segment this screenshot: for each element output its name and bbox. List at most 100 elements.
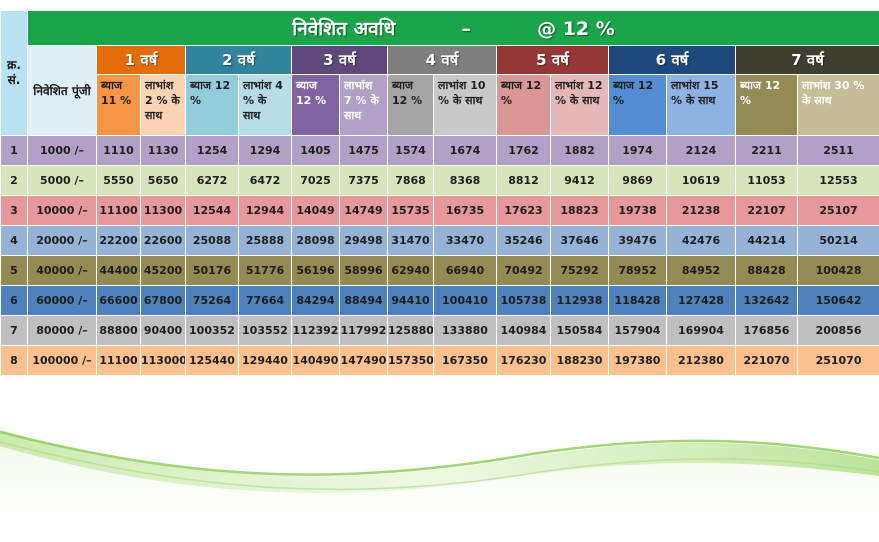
year-header-1: 1 वर्ष bbox=[96, 45, 186, 75]
invested-capital-header: निवेशित पूंजी bbox=[27, 45, 97, 136]
value-cell: 200856 bbox=[796, 315, 879, 346]
serial-number-cell: 5 bbox=[0, 255, 28, 286]
value-cell: 19738 bbox=[608, 195, 667, 226]
invested-capital-cell: 1000 /– bbox=[27, 135, 97, 166]
value-cell: 129440 bbox=[238, 345, 292, 376]
value-cell: 221070 bbox=[735, 345, 798, 376]
value-cell: 10619 bbox=[666, 165, 736, 196]
value-cell: 1405 bbox=[291, 135, 340, 166]
value-cell: 6472 bbox=[238, 165, 292, 196]
value-cell: 100428 bbox=[796, 255, 879, 286]
rate-header-row: ब्याज 11 % लाभांश 2 % के साथ ब्याज 12 % लाभ… bbox=[1, 74, 879, 136]
table-row: 3 10000 /– 11100 11300 12544 12944 14049 14749 1… bbox=[0, 195, 879, 226]
value-cell: 5650 bbox=[140, 165, 186, 196]
value-cell: 25888 bbox=[238, 225, 292, 256]
value-cell: 16735 bbox=[433, 195, 497, 226]
value-cell: 88428 bbox=[735, 255, 798, 286]
dividend-header-5: लाभांश 12 % के साथ bbox=[550, 74, 609, 136]
table-body: 1 1000 /– 1110 1130 1254 1294 1405 1475 1574 1674… bbox=[0, 135, 879, 376]
value-cell: 84294 bbox=[291, 285, 340, 316]
value-cell: 140984 bbox=[496, 315, 551, 346]
value-cell: 1762 bbox=[496, 135, 551, 166]
value-cell: 140490 bbox=[291, 345, 340, 376]
value-cell: 125440 bbox=[185, 345, 239, 376]
value-cell: 100410 bbox=[433, 285, 497, 316]
value-cell: 78952 bbox=[608, 255, 667, 286]
invested-capital-cell: 5000 /– bbox=[27, 165, 97, 196]
value-cell: 39476 bbox=[608, 225, 667, 256]
value-cell: 105738 bbox=[496, 285, 551, 316]
value-cell: 112392 bbox=[291, 315, 340, 346]
value-cell: 37646 bbox=[550, 225, 609, 256]
value-cell: 133880 bbox=[433, 315, 497, 346]
value-cell: 7025 bbox=[291, 165, 340, 196]
table-title: निवेशित अवधि – @ 12 % bbox=[26, 10, 879, 46]
year-header-6: 6 वर्ष bbox=[608, 45, 736, 75]
value-cell: 66600 bbox=[96, 285, 141, 316]
value-cell: 9412 bbox=[550, 165, 609, 196]
value-cell: 212380 bbox=[666, 345, 736, 376]
value-cell: 22200 bbox=[96, 225, 141, 256]
invested-capital-cell: 100000 /– bbox=[27, 345, 97, 376]
value-cell: 112938 bbox=[550, 285, 609, 316]
value-cell: 188230 bbox=[550, 345, 609, 376]
table-row: 8 100000 /– 11100 113000 125440 129440 140490 1… bbox=[0, 345, 879, 376]
value-cell: 7868 bbox=[387, 165, 434, 196]
invested-capital-cell: 80000 /– bbox=[27, 315, 97, 346]
table-row: 1 1000 /– 1110 1130 1254 1294 1405 1475 1574 1674… bbox=[0, 135, 879, 166]
value-cell: 7375 bbox=[339, 165, 388, 196]
value-cell: 2211 bbox=[735, 135, 798, 166]
value-cell: 50214 bbox=[796, 225, 879, 256]
value-cell: 70492 bbox=[496, 255, 551, 286]
value-cell: 125880 bbox=[387, 315, 434, 346]
interest-rate-header-7: ब्याज 12 % bbox=[735, 74, 798, 136]
value-cell: 147490 bbox=[339, 345, 388, 376]
value-cell: 15735 bbox=[387, 195, 434, 226]
year-header-4: 4 वर्ष bbox=[387, 45, 497, 75]
value-cell: 157350 bbox=[387, 345, 434, 376]
year-header-2: 2 वर्ष bbox=[185, 45, 292, 75]
serial-number-cell: 7 bbox=[0, 315, 28, 346]
value-cell: 251070 bbox=[796, 345, 879, 376]
value-cell: 88494 bbox=[339, 285, 388, 316]
value-cell: 62940 bbox=[387, 255, 434, 286]
dividend-header-7: लाभांश 30 % के साथ bbox=[796, 74, 879, 136]
value-cell: 117992 bbox=[339, 315, 388, 346]
value-cell: 56196 bbox=[291, 255, 340, 286]
value-cell: 2511 bbox=[796, 135, 879, 166]
value-cell: 25088 bbox=[185, 225, 239, 256]
interest-rate-header-5: ब्याज 12 % bbox=[496, 74, 551, 136]
value-cell: 14049 bbox=[291, 195, 340, 226]
value-cell: 51776 bbox=[238, 255, 292, 286]
value-cell: 1882 bbox=[550, 135, 609, 166]
interest-rate-header-4: ब्याज 12 % bbox=[387, 74, 434, 136]
value-cell: 11100 bbox=[96, 195, 141, 226]
value-cell: 1110 bbox=[96, 135, 141, 166]
value-cell: 197380 bbox=[608, 345, 667, 376]
interest-rate-header-1: ब्याज 11 % bbox=[96, 74, 141, 136]
value-cell: 33470 bbox=[433, 225, 497, 256]
serial-number-cell: 2 bbox=[0, 165, 28, 196]
value-cell: 42476 bbox=[666, 225, 736, 256]
serial-number-cell: 1 bbox=[0, 135, 28, 166]
investment-return-table: क्र. सं. निवेशित अवधि – @ 12 % निवेशित प… bbox=[0, 10, 879, 376]
invested-capital-cell: 10000 /– bbox=[27, 195, 97, 226]
value-cell: 88800 bbox=[96, 315, 141, 346]
table-row: 7 80000 /– 88800 90400 100352 103552 112392 117… bbox=[0, 315, 879, 346]
value-cell: 100352 bbox=[185, 315, 239, 346]
value-cell: 1974 bbox=[608, 135, 667, 166]
table-row: 4 20000 /– 22200 22600 25088 25888 28098 29498 3… bbox=[0, 225, 879, 256]
dividend-header-1: लाभांश 2 % के साथ bbox=[140, 74, 186, 136]
value-cell: 176230 bbox=[496, 345, 551, 376]
value-cell: 167350 bbox=[433, 345, 497, 376]
value-cell: 1574 bbox=[387, 135, 434, 166]
dividend-header-4: लाभांश 10 % के साथ bbox=[433, 74, 497, 136]
value-cell: 9869 bbox=[608, 165, 667, 196]
serial-number-cell: 8 bbox=[0, 345, 28, 376]
serial-number-cell: 3 bbox=[0, 195, 28, 226]
value-cell: 67800 bbox=[140, 285, 186, 316]
value-cell: 77664 bbox=[238, 285, 292, 316]
dividend-header-2: लाभांश 4 % के साथ bbox=[238, 74, 292, 136]
value-cell: 35246 bbox=[496, 225, 551, 256]
value-cell: 150584 bbox=[550, 315, 609, 346]
